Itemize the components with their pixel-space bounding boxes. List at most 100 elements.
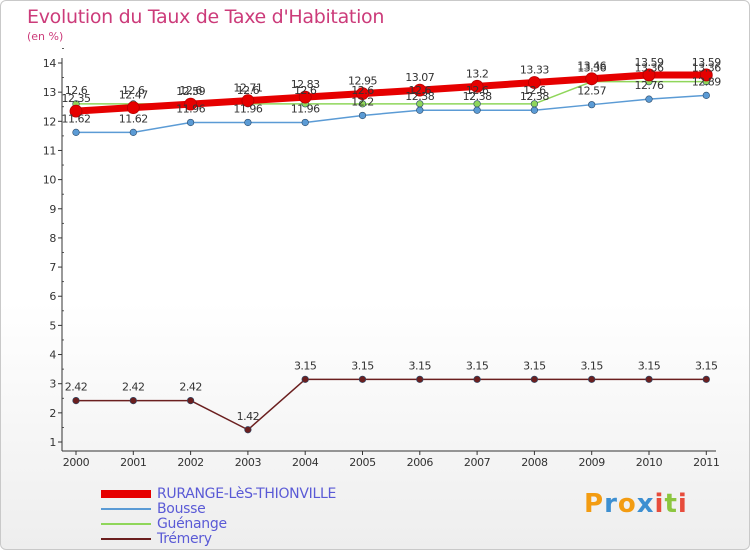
x-tick-label: 2003 [235,456,262,469]
data-labels-layer: 2.42 2.42 2.42 1.42 3.15 3.15 3.15 3.15 3.15 3.15… [62,56,722,423]
data-point [699,68,713,82]
data-label: 3.15 [523,359,546,372]
y-tick-label: 12 [43,115,56,128]
data-point [358,375,367,383]
x-tick-label: 2010 [636,456,663,469]
legend-swatch [101,508,151,510]
data-label: 12.38 [520,90,549,103]
logo-letter: x [636,489,655,519]
data-point [530,106,539,114]
y-tick-label: 13 [43,86,57,99]
chart-title: Evolution du Taux de Taxe d'Habitation [27,6,385,28]
y-tick-label: 8 [49,232,56,245]
data-label: 12.57 [577,85,606,98]
data-point [416,106,424,114]
data-label: 13.46 [577,60,606,73]
data-label: 12.89 [692,75,721,88]
x-tick-label: 2007 [464,456,491,469]
data-point [129,128,137,136]
data-label: 13.36 [635,62,664,75]
data-label: 13.2 [466,67,489,80]
data-point [588,101,596,109]
data-point [528,76,541,89]
data-label: 1.42 [237,410,260,423]
legend-label: RURANGE-LèS-THIONVILLE [157,486,337,502]
data-label: 3.15 [351,359,374,372]
legend-label: Trémery [157,531,212,547]
data-point [187,118,195,127]
legend-label: Guénange [157,516,227,532]
data-point [301,118,309,127]
data-label: 12.47 [119,89,148,102]
data-label: 3.15 [409,359,432,372]
data-label: 11.96 [291,102,320,115]
data-point [702,91,710,99]
x-tick-label: 2006 [407,456,434,469]
data-label: 12.6 [351,84,374,97]
data-point [473,375,481,383]
y-tick-label: 2 [49,407,56,420]
x-tick-label: 2005 [349,456,376,469]
data-label: 12.76 [635,79,664,92]
data-label: 3.15 [294,359,317,372]
data-label: 3.15 [638,359,661,372]
data-label: 12.95 [348,75,377,88]
data-point [358,100,367,108]
data-label: 13.33 [520,64,549,77]
data-label: 12.6 [122,84,145,97]
data-label: 3.15 [466,359,489,372]
y-tick-label: 3 [49,378,56,391]
data-label: 11.62 [119,112,148,125]
x-tick-label: 2001 [120,456,146,469]
data-label: 12.6 [65,84,88,97]
y-tick-label: 7 [49,261,56,274]
data-point [187,397,195,405]
data-label: 11.62 [62,112,91,125]
data-label: 12.35 [62,92,91,105]
data-point [473,106,481,114]
data-point [244,118,252,127]
data-label: 13.36 [692,62,721,75]
data-label: 12.6 [466,84,489,97]
data-point [702,375,710,383]
data-label: 2.42 [122,381,145,394]
legend-swatch [101,538,151,540]
x-tick-label: 2009 [578,456,605,469]
data-point [530,375,539,383]
data-point [358,111,367,120]
data-label: 3.15 [695,359,718,372]
y-tick-label: 10 [43,174,57,187]
data-label: 13.59 [692,56,721,69]
y-tick-label: 4 [49,349,56,362]
y-tick-label: 11 [43,144,56,157]
data-label: 12.6 [523,84,546,97]
data-label: 12.6 [237,84,260,97]
data-label: 13.36 [577,62,606,75]
data-label: 13.07 [405,71,434,84]
data-label: 12.6 [179,84,202,97]
logo-letter: o [617,489,637,519]
data-label: 12.38 [463,90,492,103]
data-point [413,83,427,97]
x-tick-label: 2000 [63,456,90,469]
data-label: 12.38 [405,90,434,103]
data-point [241,94,255,108]
x-tick-label: 2002 [177,456,203,469]
series-line-3 [75,378,708,431]
y-tick-label: 1 [49,436,56,449]
data-label: 2.42 [179,381,202,394]
data-label: 12.59 [176,85,205,98]
logo-letter: r [604,489,618,519]
y-tick-label: 5 [49,319,56,332]
proxiti-logo: Proxiti [584,489,688,519]
data-point [470,79,484,93]
data-label: 12.6 [294,84,317,97]
data-point [298,90,312,104]
x-tick-label: 2011 [693,456,719,469]
legend-label: Bousse [157,501,206,517]
series-line-1 [75,94,708,134]
y-tick-label: 6 [49,290,56,303]
data-point [642,68,656,82]
